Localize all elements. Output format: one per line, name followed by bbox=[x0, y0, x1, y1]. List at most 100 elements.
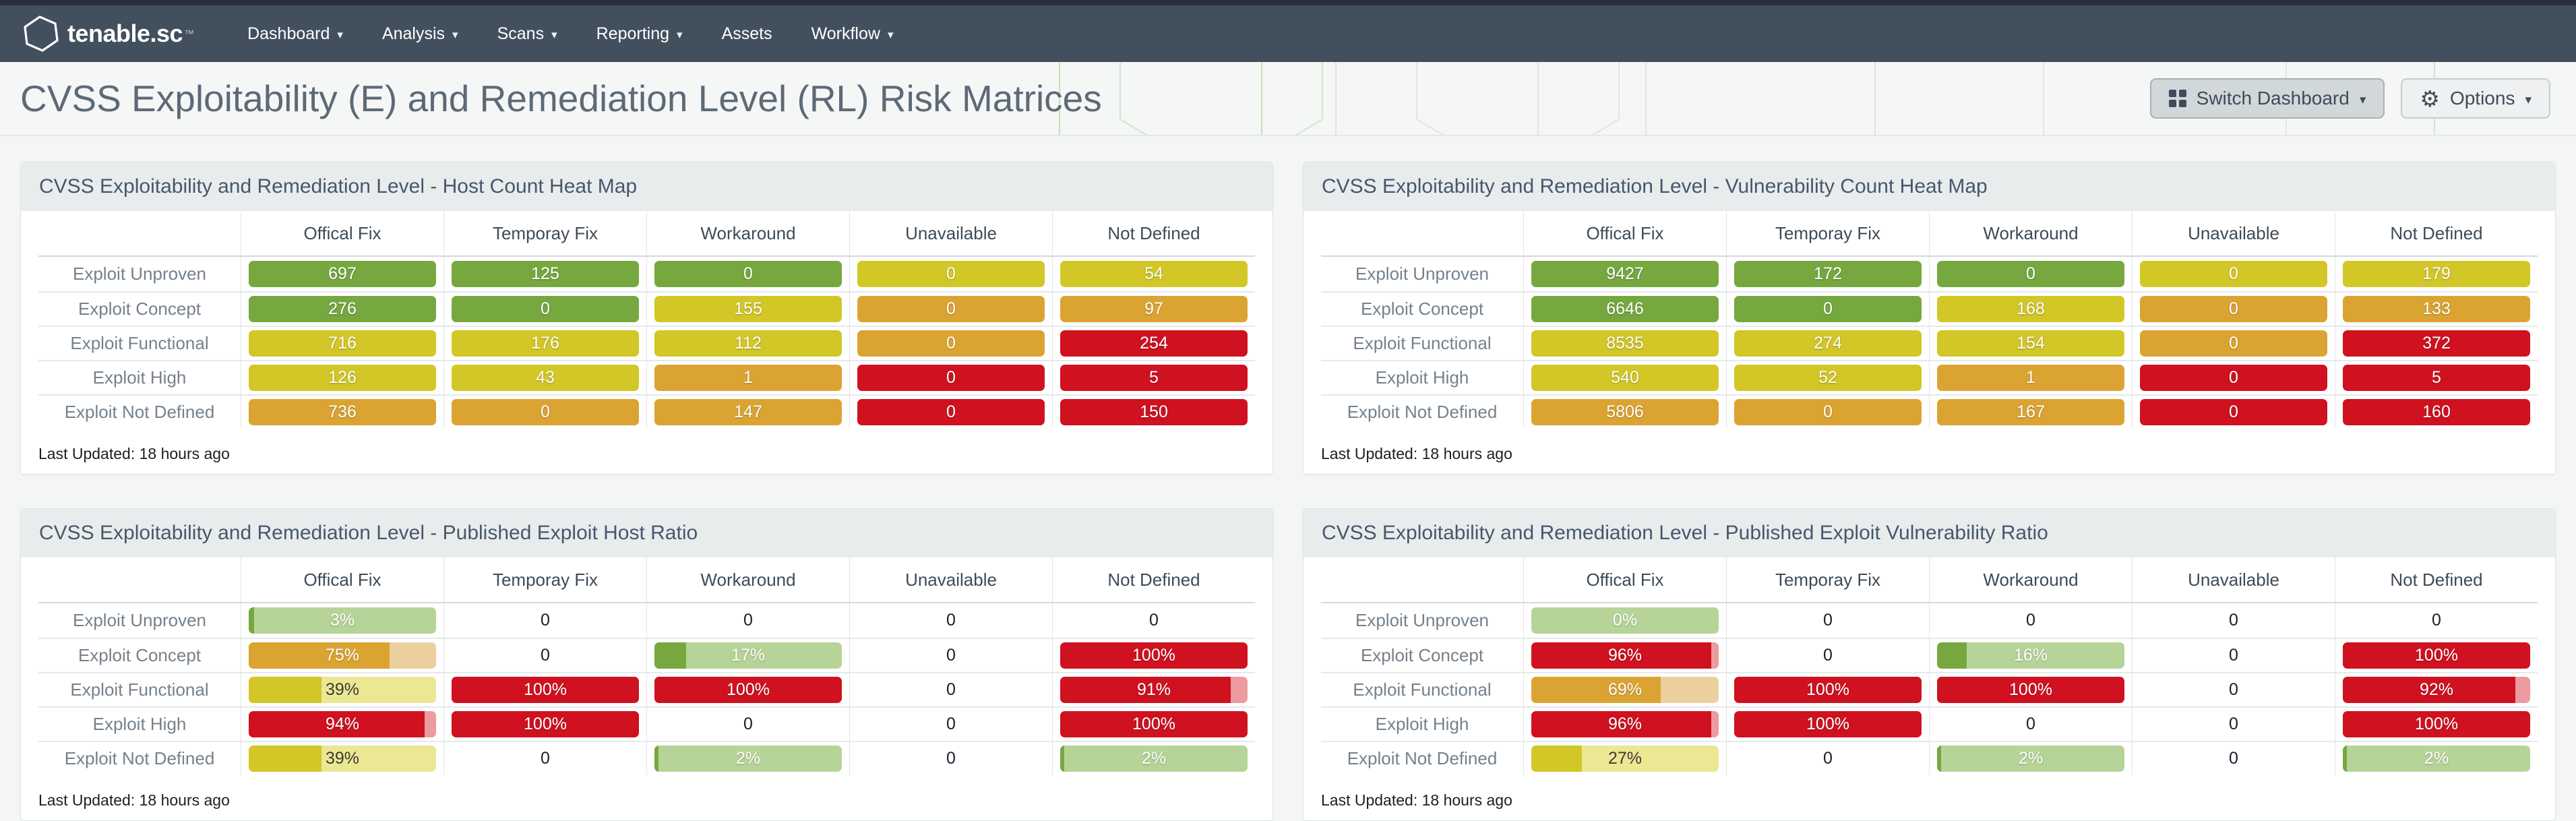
nav-item-analysis[interactable]: Analysis ▾ bbox=[363, 5, 478, 62]
ratio-bar-fill bbox=[1060, 711, 1248, 737]
nav-item-reporting[interactable]: Reporting ▾ bbox=[577, 5, 702, 62]
heatmap-cell-bar[interactable]: 5 bbox=[2343, 365, 2530, 391]
ratio-cell-bar[interactable]: 91% bbox=[1060, 677, 1248, 703]
heatmap-cell-bar[interactable]: 0 bbox=[857, 330, 1045, 357]
nav-item-scans[interactable]: Scans ▾ bbox=[478, 5, 577, 62]
ratio-cell-bar[interactable]: 100% bbox=[452, 677, 639, 703]
ratio-cell-bar[interactable]: 94% bbox=[249, 711, 436, 737]
heatmap-cell-bar[interactable]: 112 bbox=[654, 330, 842, 357]
ratio-cell-bar[interactable]: 100% bbox=[452, 711, 639, 737]
ratio-cell-bar[interactable]: 17% bbox=[654, 642, 842, 669]
heatmap-cell-bar[interactable]: 160 bbox=[2343, 399, 2530, 425]
heatmap-cell-bar[interactable]: 254 bbox=[1060, 330, 1248, 357]
table-cell: 0 bbox=[2132, 327, 2335, 360]
ratio-cell-bar[interactable]: 2% bbox=[1060, 746, 1248, 772]
ratio-cell-bar[interactable]: 100% bbox=[2343, 642, 2530, 669]
heatmap-cell-bar[interactable]: 0 bbox=[857, 399, 1045, 425]
heatmap-cell-bar[interactable]: 155 bbox=[654, 296, 842, 322]
tenable-logo[interactable]: tenable.sc ™ bbox=[23, 15, 194, 53]
ratio-bar-fill bbox=[249, 746, 322, 772]
heatmap-cell-bar[interactable]: 150 bbox=[1060, 399, 1248, 425]
ratio-cell-bar[interactable]: 75% bbox=[249, 642, 436, 669]
heatmap-cell-bar[interactable]: 274 bbox=[1734, 330, 1922, 357]
ratio-cell-bar[interactable]: 96% bbox=[1531, 711, 1719, 737]
heatmap-cell-bar[interactable]: 1 bbox=[1937, 365, 2124, 391]
heatmap-cell-bar[interactable]: 0 bbox=[452, 399, 639, 425]
table-cell: 69% bbox=[1523, 673, 1726, 706]
table-header-row: Offical Fix Temporay Fix Workaround Unavail… bbox=[38, 211, 1255, 257]
heatmap-cell-bar[interactable]: 172 bbox=[1734, 261, 1922, 287]
ratio-bar-fill bbox=[1060, 642, 1248, 669]
heatmap-cell-bar[interactable]: 97 bbox=[1060, 296, 1248, 322]
ratio-cell-bar[interactable]: 0% bbox=[1531, 607, 1719, 634]
heatmap-cell-bar[interactable]: 54 bbox=[1060, 261, 1248, 287]
table-cell: 39% bbox=[241, 742, 443, 775]
ratio-cell-bar[interactable]: 3% bbox=[249, 607, 436, 634]
heatmap-cell-bar[interactable]: 736 bbox=[249, 399, 436, 425]
heatmap-cell-bar[interactable]: 167 bbox=[1937, 399, 2124, 425]
heatmap-cell-bar[interactable]: 697 bbox=[249, 261, 436, 287]
heatmap-cell-bar[interactable]: 0 bbox=[2140, 296, 2327, 322]
heatmap-cell-bar[interactable]: 0 bbox=[857, 365, 1045, 391]
heatmap-cell-bar[interactable]: 8535 bbox=[1531, 330, 1719, 357]
heatmap-cell-bar[interactable]: 5806 bbox=[1531, 399, 1719, 425]
heatmap-cell-bar[interactable]: 540 bbox=[1531, 365, 1719, 391]
heatmap-cell-bar[interactable]: 126 bbox=[249, 365, 436, 391]
ratio-cell-bar[interactable]: 100% bbox=[2343, 711, 2530, 737]
heatmap-cell-bar[interactable]: 154 bbox=[1937, 330, 2124, 357]
ratio-cell-bar[interactable]: 16% bbox=[1937, 642, 2124, 669]
chevron-down-icon: ▾ bbox=[677, 28, 683, 41]
ratio-cell-bar[interactable]: 2% bbox=[1937, 746, 2124, 772]
heatmap-cell-bar[interactable]: 1 bbox=[654, 365, 842, 391]
heatmap-cell-bar[interactable]: 0 bbox=[1734, 399, 1922, 425]
nav-item-workflow[interactable]: Workflow ▾ bbox=[792, 5, 913, 62]
ratio-cell-bar[interactable]: 100% bbox=[1060, 711, 1248, 737]
table-cell: 0 bbox=[2132, 293, 2335, 326]
heatmap-cell-bar[interactable]: 5 bbox=[1060, 365, 1248, 391]
ratio-cell-bar[interactable]: 100% bbox=[1734, 677, 1922, 703]
switch-dashboard-button[interactable]: Switch Dashboard ▾ bbox=[2149, 78, 2385, 119]
heatmap-cell-bar[interactable]: 6646 bbox=[1531, 296, 1719, 322]
ratio-cell-bar[interactable]: 39% bbox=[249, 746, 436, 772]
heatmap-cell-bar[interactable]: 0 bbox=[2140, 261, 2327, 287]
heatmap-cell-bar[interactable]: 276 bbox=[249, 296, 436, 322]
heatmap-cell-bar[interactable]: 0 bbox=[452, 296, 639, 322]
ratio-cell-bar[interactable]: 100% bbox=[1060, 642, 1248, 669]
heatmap-cell-bar[interactable]: 0 bbox=[857, 296, 1045, 322]
ratio-cell-bar[interactable]: 27% bbox=[1531, 746, 1719, 772]
heatmap-cell-bar[interactable]: 147 bbox=[654, 399, 842, 425]
heatmap-cell-bar[interactable]: 372 bbox=[2343, 330, 2530, 357]
ratio-cell-bar[interactable]: 100% bbox=[1937, 677, 2124, 703]
heatmap-cell-bar[interactable]: 179 bbox=[2343, 261, 2530, 287]
ratio-cell-bar[interactable]: 69% bbox=[1531, 677, 1719, 703]
heatmap-cell-bar[interactable]: 0 bbox=[2140, 399, 2327, 425]
heatmap-cell-bar[interactable]: 716 bbox=[249, 330, 436, 357]
heatmap-cell-bar[interactable]: 0 bbox=[1734, 296, 1922, 322]
ratio-bar-fill bbox=[1531, 677, 1661, 703]
heatmap-cell-bar[interactable]: 176 bbox=[452, 330, 639, 357]
heatmap-cell-bar[interactable]: 0 bbox=[2140, 365, 2327, 391]
heatmap-cell-bar[interactable]: 52 bbox=[1734, 365, 1922, 391]
heatmap-cell-bar[interactable]: 0 bbox=[2140, 330, 2327, 357]
ratio-cell-bar[interactable]: 2% bbox=[2343, 746, 2530, 772]
table-cell: 372 bbox=[2335, 327, 2538, 360]
heatmap-cell-bar[interactable]: 0 bbox=[857, 261, 1045, 287]
ratio-cell-bar[interactable]: 2% bbox=[654, 746, 842, 772]
nav-item-dashboard[interactable]: Dashboard ▾ bbox=[228, 5, 363, 62]
ratio-cell-bar[interactable]: 39% bbox=[249, 677, 436, 703]
heatmap-cell-bar[interactable]: 43 bbox=[452, 365, 639, 391]
heatmap-cell-bar[interactable]: 0 bbox=[654, 261, 842, 287]
heatmap-cell-bar[interactable]: 9427 bbox=[1531, 261, 1719, 287]
heatmap-cell-bar[interactable]: 133 bbox=[2343, 296, 2530, 322]
ratio-cell-bar[interactable]: 100% bbox=[1734, 711, 1922, 737]
row-label: Exploit Concept bbox=[78, 645, 202, 665]
ratio-cell-bar[interactable]: 96% bbox=[1531, 642, 1719, 669]
ratio-bar-fill bbox=[452, 677, 639, 703]
heatmap-cell-bar[interactable]: 125 bbox=[452, 261, 639, 287]
heatmap-cell-bar[interactable]: 168 bbox=[1937, 296, 2124, 322]
ratio-cell-bar[interactable]: 92% bbox=[2343, 677, 2530, 703]
heatmap-cell-bar[interactable]: 0 bbox=[1937, 261, 2124, 287]
options-button[interactable]: ⚙ Options ▾ bbox=[2401, 78, 2550, 119]
nav-item-assets[interactable]: Assets bbox=[702, 5, 792, 62]
ratio-cell-bar[interactable]: 100% bbox=[654, 677, 842, 703]
